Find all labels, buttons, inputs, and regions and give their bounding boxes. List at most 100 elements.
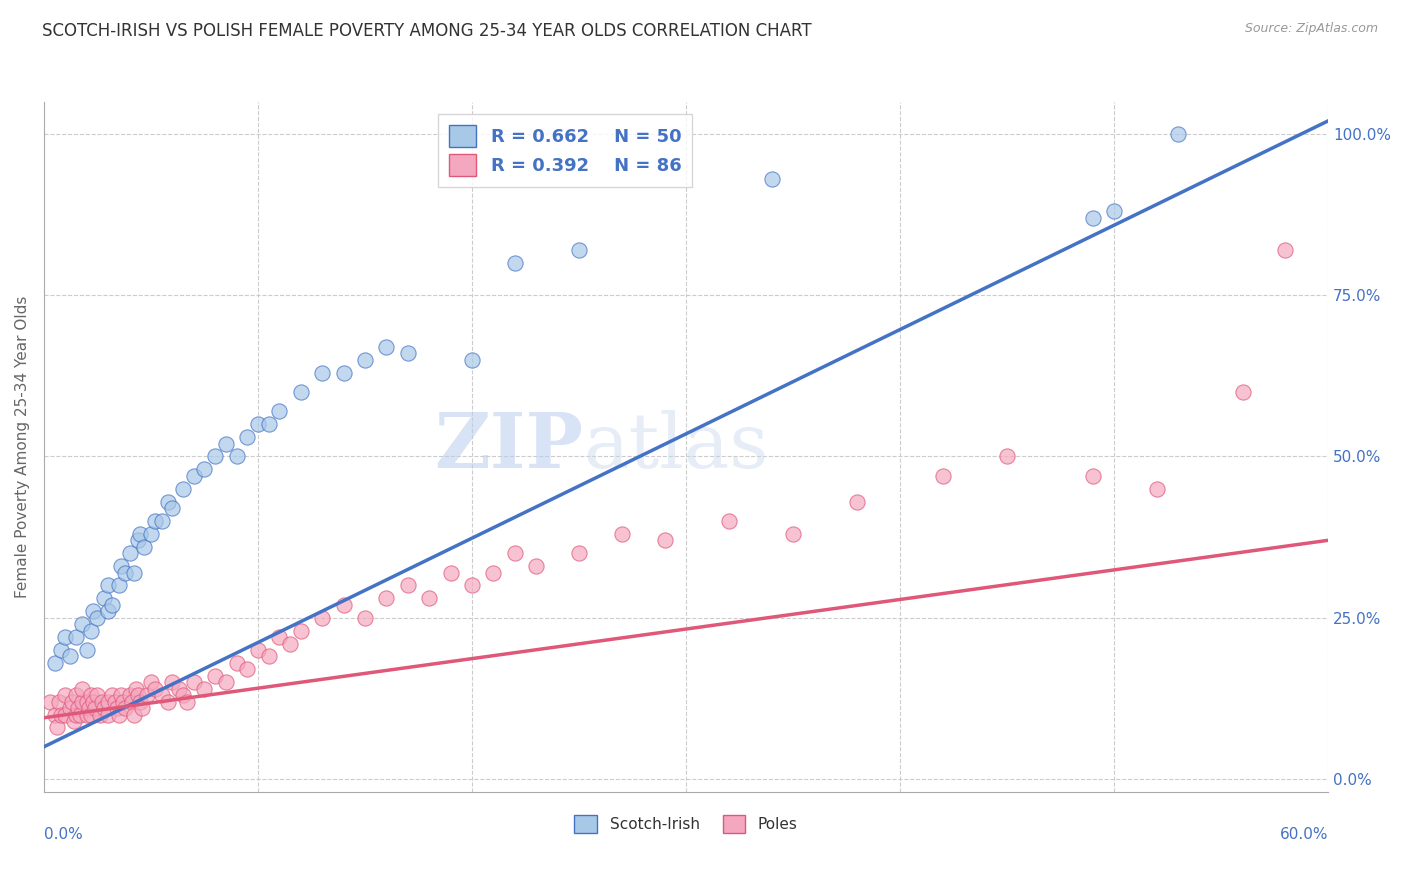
Point: [72, 695, 94, 709]
Point: [204, 669, 226, 683]
Point: [269, 404, 291, 418]
Point: [80, 707, 103, 722]
Point: [80, 688, 103, 702]
Point: [332, 366, 354, 380]
Point: [39, 695, 62, 709]
Point: [717, 514, 740, 528]
Point: [77, 701, 100, 715]
Point: [193, 681, 215, 696]
Point: [72, 617, 94, 632]
Point: [76, 695, 98, 709]
Point: [150, 688, 173, 702]
Point: [482, 566, 505, 580]
Point: [176, 695, 198, 709]
Point: [90, 695, 112, 709]
Point: [122, 707, 145, 722]
Point: [375, 340, 398, 354]
Point: [167, 681, 190, 696]
Point: [48, 695, 70, 709]
Point: [461, 352, 484, 367]
Point: [44, 656, 66, 670]
Point: [172, 688, 194, 702]
Point: [65, 630, 87, 644]
Point: [157, 695, 180, 709]
Point: [257, 417, 280, 432]
Point: [97, 707, 120, 722]
Y-axis label: Female Poverty Among 25-34 Year Olds: Female Poverty Among 25-34 Year Olds: [15, 295, 30, 598]
Point: [1274, 243, 1296, 257]
Point: [72, 681, 94, 696]
Point: [58, 649, 80, 664]
Point: [204, 450, 226, 464]
Point: [1081, 211, 1104, 225]
Point: [568, 546, 591, 560]
Text: 60.0%: 60.0%: [1279, 827, 1329, 841]
Point: [93, 701, 115, 715]
Point: [45, 721, 67, 735]
Point: [76, 707, 98, 722]
Point: [782, 527, 804, 541]
Point: [1167, 127, 1189, 141]
Point: [332, 598, 354, 612]
Point: [86, 688, 108, 702]
Point: [354, 352, 377, 367]
Point: [995, 450, 1018, 464]
Point: [82, 604, 104, 618]
Point: [150, 514, 173, 528]
Point: [53, 688, 76, 702]
Point: [97, 604, 120, 618]
Point: [246, 417, 269, 432]
Point: [44, 707, 66, 722]
Point: [53, 630, 76, 644]
Point: [53, 707, 76, 722]
Point: [93, 591, 115, 606]
Point: [103, 695, 125, 709]
Point: [129, 695, 152, 709]
Point: [143, 681, 166, 696]
Point: [278, 636, 301, 650]
Point: [139, 675, 162, 690]
Point: [65, 707, 87, 722]
Point: [63, 714, 86, 728]
Point: [80, 624, 103, 638]
Point: [89, 707, 111, 722]
Point: [162, 501, 184, 516]
Point: [121, 695, 143, 709]
Point: [112, 695, 135, 709]
Point: [1146, 482, 1168, 496]
Point: [439, 566, 461, 580]
Point: [503, 546, 526, 560]
Point: [846, 494, 869, 508]
Point: [183, 468, 205, 483]
Point: [67, 701, 90, 715]
Point: [118, 546, 141, 560]
Point: [139, 527, 162, 541]
Point: [1232, 384, 1254, 399]
Point: [246, 643, 269, 657]
Point: [118, 688, 141, 702]
Point: [503, 256, 526, 270]
Point: [1081, 468, 1104, 483]
Point: [134, 540, 156, 554]
Point: [654, 533, 676, 548]
Point: [84, 701, 107, 715]
Point: [107, 707, 129, 722]
Point: [110, 559, 132, 574]
Point: [69, 707, 91, 722]
Text: 0.0%: 0.0%: [44, 827, 83, 841]
Point: [568, 243, 591, 257]
Point: [461, 578, 484, 592]
Text: atlas: atlas: [583, 409, 769, 483]
Point: [193, 462, 215, 476]
Point: [143, 514, 166, 528]
Point: [82, 695, 104, 709]
Point: [183, 675, 205, 690]
Point: [761, 172, 783, 186]
Point: [107, 578, 129, 592]
Point: [375, 591, 398, 606]
Point: [215, 675, 238, 690]
Text: ZIP: ZIP: [434, 409, 583, 483]
Point: [236, 430, 259, 444]
Point: [225, 656, 247, 670]
Point: [215, 436, 238, 450]
